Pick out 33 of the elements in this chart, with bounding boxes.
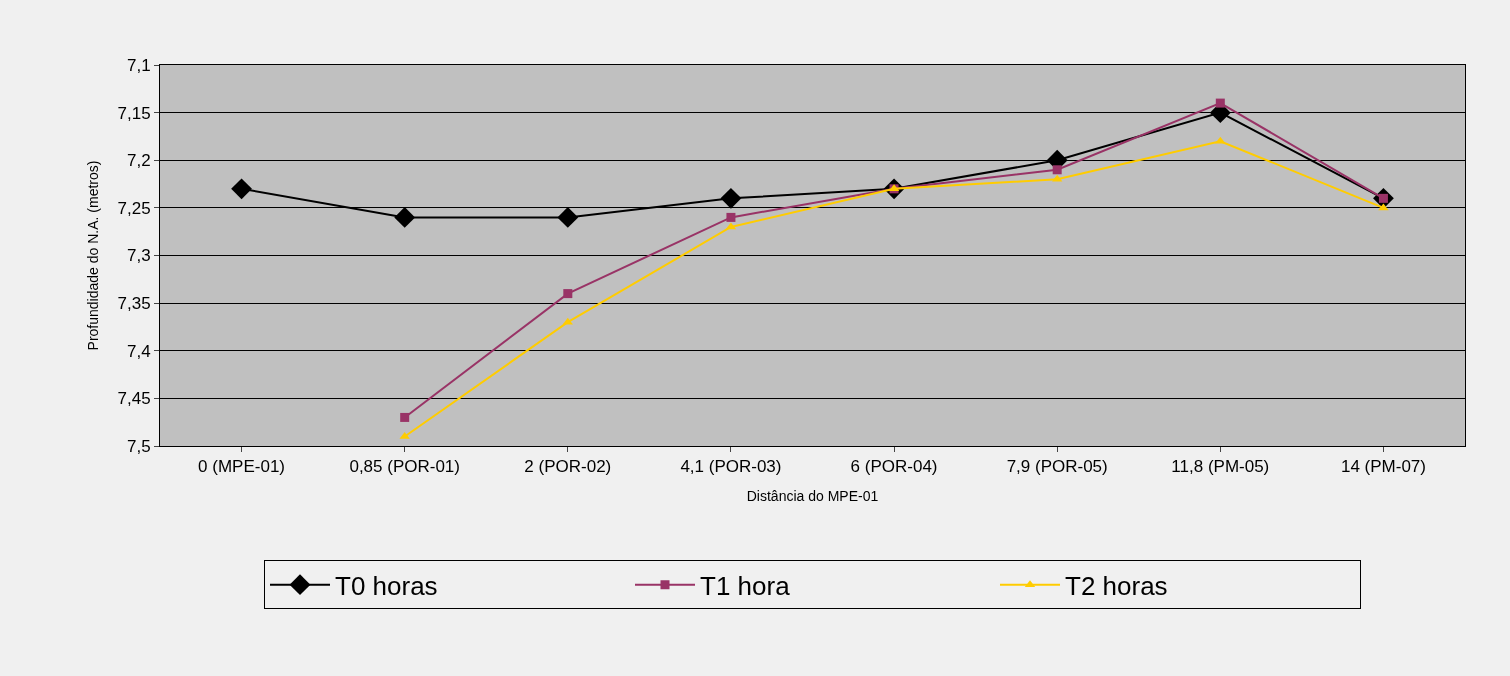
x-tick-label: 11,8 (PM-05)	[1171, 457, 1270, 477]
point	[1215, 98, 1225, 108]
point	[400, 412, 410, 422]
x-tick-label: 0 (MPE-01)	[198, 457, 286, 477]
y-tick-label: 7,25	[117, 198, 151, 218]
x-tick-label: 14 (PM-07)	[1340, 457, 1426, 477]
point	[557, 207, 579, 228]
y-tick-label: 7,1	[126, 55, 151, 75]
point	[231, 178, 252, 200]
x-tick-label: 2 (POR-02)	[524, 457, 612, 477]
point	[1378, 203, 1389, 211]
y-tick-label: 7,3	[126, 246, 151, 266]
legend-label: T0 horas	[335, 570, 438, 601]
legend-label: T1 hora	[700, 570, 791, 601]
x-tick-label: 0,85 (POR-01)	[349, 457, 460, 477]
x-tick-label: 4,1 (POR-03)	[680, 457, 782, 477]
y-axis-title: Profundidade do N.A. (metros)	[85, 160, 102, 351]
y-tick-label: 7,15	[117, 103, 151, 123]
x-axis-title: Distância do MPE-01	[746, 487, 879, 504]
point	[720, 187, 742, 209]
point	[394, 207, 416, 228]
y-tick-label: 7,5	[126, 436, 151, 456]
x-tick-label: 6 (POR-04)	[850, 457, 938, 477]
y-tick-label: 7,2	[126, 151, 151, 171]
point	[563, 289, 573, 299]
point	[1052, 165, 1062, 175]
y-tick-label: 7,35	[117, 294, 151, 314]
legend-label: T2 horas	[1065, 570, 1168, 601]
y-tick-label: 7,4	[126, 341, 151, 361]
y-tick-label: 7,45	[117, 389, 151, 409]
x-tick-label: 7,9 (POR-05)	[1006, 457, 1108, 477]
point	[399, 431, 410, 439]
point	[726, 212, 736, 222]
